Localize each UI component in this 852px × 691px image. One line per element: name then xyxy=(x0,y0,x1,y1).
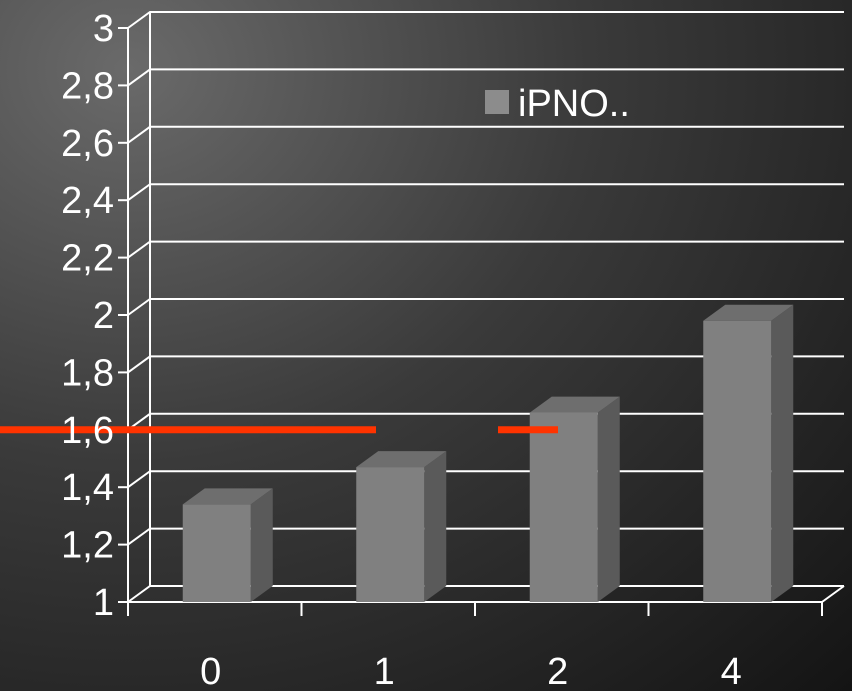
y-tick-label: 1,8 xyxy=(61,352,114,394)
bar-front xyxy=(356,467,425,602)
bar-side xyxy=(250,488,273,602)
bar-top xyxy=(182,488,273,505)
bar-front xyxy=(182,504,251,602)
legend: iPNO.. xyxy=(485,83,630,125)
x-tick-label: 1 xyxy=(374,651,395,691)
bar-top xyxy=(703,304,794,321)
y-tick-label: 2,8 xyxy=(61,65,114,107)
bar-top xyxy=(529,396,620,413)
bar xyxy=(703,304,794,602)
y-tick-label: 1,6 xyxy=(61,410,114,452)
y-tick-label: 1,2 xyxy=(61,525,114,567)
legend-label: iPNO.. xyxy=(518,83,630,125)
y-tick-label: 2 xyxy=(93,295,114,337)
bar xyxy=(182,488,273,602)
gridline xyxy=(127,68,844,87)
y-tick-label: 2,6 xyxy=(61,123,114,165)
y-tick-label: 1 xyxy=(93,582,114,624)
y-tick-labels: 1 1,2 1,4 1,6 1,8 2 2,2 2,4 2,6 2,8 3 xyxy=(61,8,114,624)
y-tick-label: 2,4 xyxy=(61,180,114,222)
bars-layer xyxy=(182,304,794,602)
legend-swatch xyxy=(485,90,509,114)
bar-side xyxy=(771,304,794,602)
bar-top xyxy=(356,451,447,468)
bar xyxy=(356,451,447,602)
x-tick-label: 2 xyxy=(547,651,568,691)
bar-side xyxy=(424,451,447,602)
x-tick-labels: 0 1 2 4 xyxy=(200,651,742,691)
y-tick-label: 3 xyxy=(93,8,114,50)
y-tick-label: 1,4 xyxy=(61,467,114,509)
gridline xyxy=(127,183,844,202)
y-tick-label: 2,2 xyxy=(61,238,114,280)
bar-front xyxy=(703,320,772,602)
x-tick-label: 4 xyxy=(721,651,742,691)
bar xyxy=(529,396,620,602)
bar-front xyxy=(529,412,598,602)
gridline xyxy=(127,11,844,29)
gridline xyxy=(127,125,844,144)
bar-side xyxy=(597,396,620,602)
x-tick-label: 0 xyxy=(200,651,221,691)
floor-right-edge xyxy=(821,585,845,603)
gridline xyxy=(127,240,844,259)
